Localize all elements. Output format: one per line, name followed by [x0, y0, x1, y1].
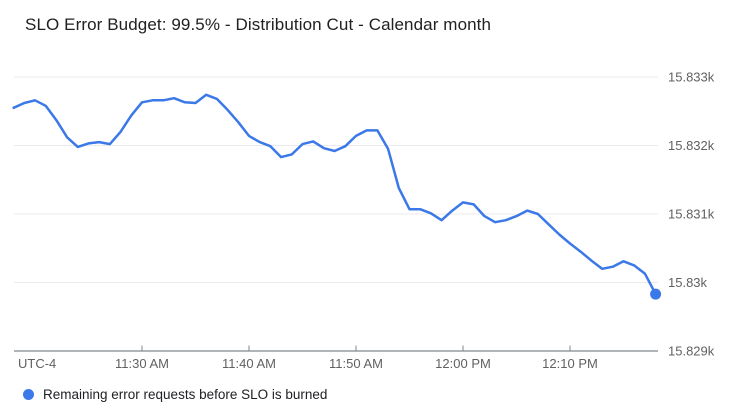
x-axis-tick-label: 11:40 AM: [222, 356, 276, 371]
y-axis-tick-label: 15.83k: [668, 275, 708, 290]
y-axis-tick-label: 15.832k: [668, 138, 715, 153]
x-axis-tick-label: 11:50 AM: [329, 356, 383, 371]
y-axis-tick-label: 15.833k: [668, 70, 715, 85]
legend-series-marker-icon: [23, 389, 34, 400]
legend-item[interactable]: Remaining error requests before SLO is b…: [23, 387, 327, 402]
y-axis-tick-label: 15.829k: [668, 344, 715, 359]
y-axis-tick-label: 15.831k: [668, 207, 715, 222]
series-line: [12, 93, 657, 296]
x-axis-tick-label: 11:30 AM: [115, 356, 169, 371]
slo-error-budget-chart[interactable]: 15.833k 15.832k 15.831k 15.83k 15.829k 11:30 …: [0, 0, 732, 380]
x-axis-tick-label: 12:10 PM: [542, 356, 598, 371]
x-axis-tick-label: 12:00 PM: [435, 356, 491, 371]
series-end-point-marker: [650, 288, 662, 300]
chart-title: SLO Error Budget: 99.5% - Distribution C…: [25, 15, 492, 34]
timezone-label: UTC-4: [18, 356, 56, 371]
legend-series-label: Remaining error requests before SLO is b…: [43, 387, 328, 402]
